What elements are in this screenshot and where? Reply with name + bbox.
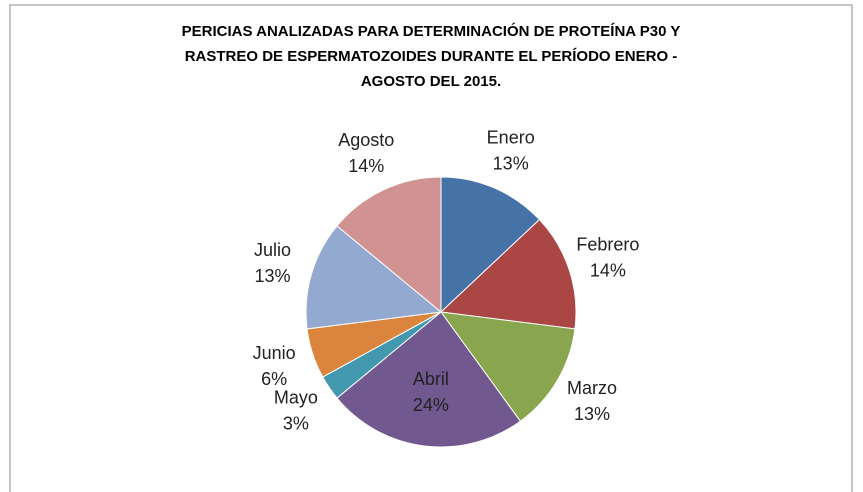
slice-value-label: 24% <box>413 395 449 415</box>
slice-value-label: 13% <box>493 154 529 174</box>
slice-value-label: 14% <box>590 261 626 281</box>
pie-slice <box>336 311 522 448</box>
slice-label: Enero <box>487 128 535 148</box>
slice-value-label: 14% <box>348 156 384 176</box>
slice-value-label: 13% <box>254 266 290 286</box>
chart-title: RASTREO DE ESPERMATOZOIDES DURANTE EL PE… <box>185 48 678 65</box>
slice-value-label: 13% <box>574 404 610 424</box>
chart-title: AGOSTO DEL 2015. <box>361 73 501 90</box>
slice-label: Mayo <box>274 387 318 407</box>
pie-slice <box>440 176 541 314</box>
chart-title: PERICIAS ANALIZADAS PARA DETERMINACIÓN D… <box>182 22 681 40</box>
slice-label: Marzo <box>567 378 617 398</box>
slice-label: Febrero <box>576 235 639 255</box>
pie-slice <box>439 311 576 422</box>
slice-label: Junio <box>253 343 296 363</box>
pie-slice <box>336 176 442 314</box>
slice-value-label: 3% <box>283 413 309 433</box>
slice-value-label: 6% <box>261 369 287 389</box>
slice-label: Julio <box>254 240 291 260</box>
pie-slice <box>439 218 577 330</box>
chart-frame <box>9 4 853 492</box>
slice-label: Abril <box>413 369 449 389</box>
pie-slice <box>305 225 443 330</box>
slice-label: Agosto <box>338 130 394 150</box>
